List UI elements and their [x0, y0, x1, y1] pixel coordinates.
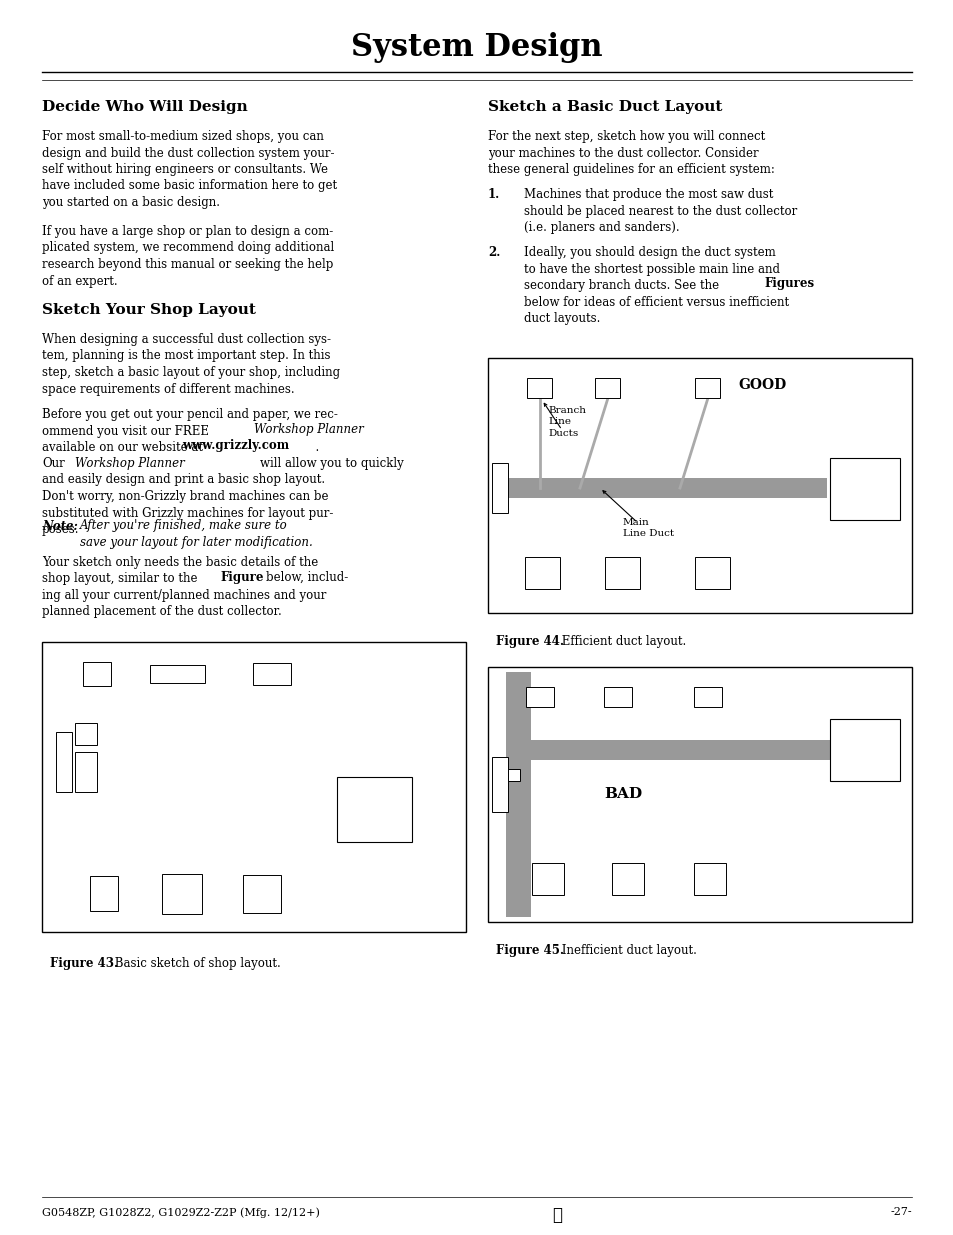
Text: Branch
Line
Ducts: Branch Line Ducts	[547, 406, 585, 438]
Text: Ideally, you should design the duct system
to have the shortest possible main li: Ideally, you should design the duct syst…	[523, 246, 788, 325]
Bar	[162, 873, 202, 914]
Text: Sketch a Basic Duct Layout: Sketch a Basic Duct Layout	[488, 100, 721, 114]
Bar	[492, 757, 507, 811]
Bar	[525, 557, 560, 589]
Bar	[488, 667, 911, 923]
Text: 2.: 2.	[488, 246, 500, 259]
Bar	[488, 358, 911, 613]
Text: GOOD: GOOD	[738, 378, 785, 391]
Text: System Design: System Design	[351, 32, 602, 63]
Text: Machines that produce the most saw dust
should be placed nearest to the dust col: Machines that produce the most saw dust …	[523, 188, 797, 233]
Bar	[492, 463, 507, 513]
Bar	[693, 863, 725, 895]
Text: Main
Line Duct: Main Line Duct	[622, 517, 674, 538]
Text: Figure: Figure	[220, 571, 263, 584]
Bar	[612, 863, 643, 895]
Text: Basic sketch of shop layout.: Basic sketch of shop layout.	[111, 956, 280, 969]
Bar	[75, 752, 97, 792]
Text: Note:: Note:	[42, 520, 78, 532]
Bar	[90, 876, 118, 911]
Text: Sketch Your Shop Layout: Sketch Your Shop Layout	[42, 303, 255, 317]
Bar	[505, 672, 531, 918]
Bar	[829, 458, 899, 520]
Bar	[525, 687, 554, 706]
Text: G0548ZP, G1028Z2, G1029Z2-Z2P (Mfg. 12/12+): G0548ZP, G1028Z2, G1029Z2-Z2P (Mfg. 12/1…	[42, 1207, 319, 1218]
Text: Our
and easily design and print a basic shop layout.
Don't worry, non-Grizzly br: Our and easily design and print a basic …	[42, 457, 333, 536]
Bar	[693, 687, 721, 706]
Text: will allow you to quickly: will allow you to quickly	[260, 457, 403, 471]
Bar	[243, 874, 281, 913]
Bar	[531, 740, 829, 760]
Bar	[603, 687, 631, 706]
Bar	[253, 662, 291, 684]
Text: 🐻: 🐻	[552, 1207, 561, 1224]
Text: Before you get out your pencil and paper, we rec-
ommend you visit our FREE
avai: Before you get out your pencil and paper…	[42, 408, 337, 454]
Bar	[150, 664, 204, 683]
Text: -27-: -27-	[889, 1207, 911, 1216]
Text: Dust
Collector: Dust Collector	[840, 740, 888, 761]
Text: Workshop Planner: Workshop Planner	[75, 457, 185, 471]
Bar	[83, 662, 111, 685]
Text: www.grizzly.com: www.grizzly.com	[182, 438, 289, 452]
Bar	[532, 863, 563, 895]
Text: Decide Who Will Design: Decide Who Will Design	[42, 100, 248, 114]
Text: Your sketch only needs the basic details of the
shop layout, similar to the
ing : Your sketch only needs the basic details…	[42, 556, 326, 618]
Bar	[605, 557, 639, 589]
Text: Inefficient duct layout.: Inefficient duct layout.	[558, 944, 696, 957]
Text: Figure 43.: Figure 43.	[50, 956, 118, 969]
Text: 1.: 1.	[488, 188, 499, 201]
Bar	[336, 777, 412, 841]
Text: After you're finished, make sure to
save your layout for later modification.: After you're finished, make sure to save…	[80, 520, 313, 550]
Bar	[507, 769, 519, 781]
Bar	[56, 731, 71, 792]
Text: For the next step, sketch how you will connect
your machines to the dust collect: For the next step, sketch how you will c…	[488, 130, 774, 177]
Text: Dust
Collector: Dust Collector	[349, 798, 399, 820]
Bar	[527, 378, 552, 398]
Text: Figure 45.: Figure 45.	[496, 944, 563, 957]
Text: If you have a large shop or plan to design a com-
plicated system, we recommend : If you have a large shop or plan to desi…	[42, 225, 334, 288]
Bar	[695, 557, 730, 589]
Text: BAD: BAD	[603, 787, 641, 802]
Bar	[595, 378, 619, 398]
Text: For most small-to-medium sized shops, you can
design and build the dust collecti: For most small-to-medium sized shops, yo…	[42, 130, 336, 209]
Text: Workshop Planner: Workshop Planner	[253, 424, 363, 436]
Text: Figures: Figures	[763, 277, 813, 290]
Bar	[42, 641, 465, 931]
Bar	[499, 478, 826, 498]
Text: When designing a successful dust collection sys-
tem, planning is the most impor: When designing a successful dust collect…	[42, 333, 340, 395]
Text: Efficient duct layout.: Efficient duct layout.	[558, 635, 685, 648]
Text: Figure 44.: Figure 44.	[496, 635, 563, 648]
Bar	[829, 719, 899, 781]
Text: Dust
Collector: Dust Collector	[840, 479, 888, 499]
Bar	[695, 378, 720, 398]
Text: below, includ-: below, includ-	[266, 571, 348, 584]
Bar	[75, 722, 97, 745]
